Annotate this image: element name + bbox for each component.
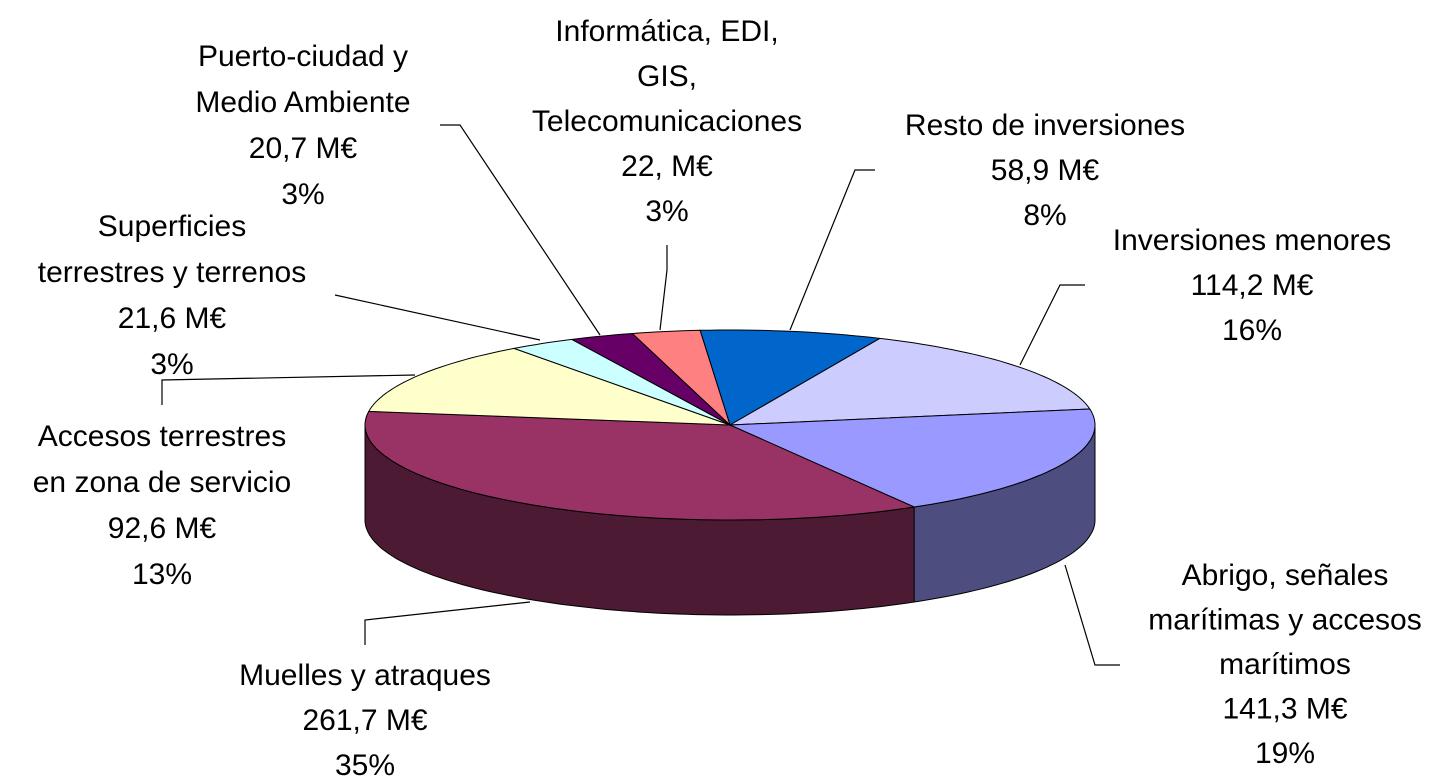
slice bbox=[364, 410, 916, 521]
slice bbox=[729, 408, 1096, 508]
leader-line bbox=[364, 601, 531, 645]
value-label: 58,9 M€ bbox=[991, 154, 1100, 187]
percentage-label: 3% bbox=[281, 178, 324, 211]
category-label: Muelles y atraques bbox=[239, 659, 491, 692]
leader-line bbox=[789, 169, 875, 331]
percentage-label: 35% bbox=[335, 749, 395, 780]
percentage-label: 16% bbox=[1222, 314, 1282, 347]
category-label: Abrigo, señales bbox=[1182, 559, 1389, 592]
category-label: Informática, EDI, bbox=[555, 15, 778, 48]
percentage-label: 3% bbox=[150, 348, 193, 381]
category-label: Accesos terrestres bbox=[38, 420, 286, 453]
leader-line bbox=[659, 245, 668, 331]
value-label: 261,7 M€ bbox=[302, 704, 427, 737]
slice bbox=[367, 347, 731, 426]
leader-line bbox=[1019, 284, 1085, 366]
value-label: 114,2 M€ bbox=[1191, 269, 1314, 302]
percentage-label: 3% bbox=[645, 195, 688, 228]
value-label: 21,6 M€ bbox=[118, 302, 227, 335]
percentage-label: 8% bbox=[1023, 199, 1066, 232]
percentage-label: 19% bbox=[1255, 737, 1315, 770]
category-label: Inversiones menores bbox=[1113, 224, 1391, 257]
slice bbox=[729, 337, 1091, 426]
category-label: en zona de servicio bbox=[33, 466, 292, 499]
value-label: 92,6 M€ bbox=[108, 512, 217, 545]
leader-line bbox=[440, 124, 601, 336]
category-label: Superficies bbox=[98, 210, 246, 243]
category-label: marítimos bbox=[1219, 648, 1351, 681]
category-label: marítimas y accesos bbox=[1148, 603, 1421, 636]
leader-line bbox=[334, 294, 541, 341]
value-label: 22, M€ bbox=[621, 150, 713, 183]
slice bbox=[631, 329, 732, 427]
slice bbox=[512, 338, 731, 426]
slice bbox=[699, 329, 882, 426]
category-label: Resto de inversiones bbox=[905, 109, 1185, 142]
category-label: Telecomunicaciones bbox=[532, 105, 802, 138]
value-label: 20,7 M€ bbox=[249, 132, 358, 165]
category-label: Medio Ambiente bbox=[195, 86, 410, 119]
category-label: terrestres y terrenos bbox=[38, 256, 306, 289]
slice bbox=[570, 332, 731, 426]
category-label: Puerto-ciudad y bbox=[198, 40, 408, 73]
leader-line bbox=[1064, 564, 1120, 666]
category-label: GIS, bbox=[637, 60, 697, 93]
value-label: 141,3 M€ bbox=[1222, 692, 1347, 725]
percentage-label: 13% bbox=[132, 558, 192, 591]
leader-line bbox=[161, 374, 416, 405]
